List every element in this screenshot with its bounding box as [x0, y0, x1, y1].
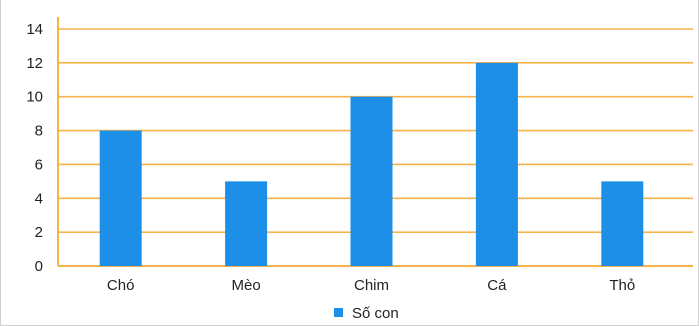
x-category-label: Chó — [107, 277, 135, 294]
y-tick-label: 14 — [26, 21, 43, 38]
bars — [99, 62, 644, 266]
y-tick-label: 4 — [35, 190, 43, 207]
y-tick-label: 10 — [26, 89, 43, 106]
legend: Số con — [334, 305, 399, 322]
y-tick-label: 0 — [35, 258, 43, 275]
y-tick-label: 6 — [35, 156, 43, 173]
y-tick-label: 2 — [35, 224, 43, 241]
y-tick-label: 8 — [35, 123, 43, 140]
legend-label: Số con — [352, 305, 399, 322]
x-axis-categories: Chó Mèo Chim Cá Thỏ — [107, 277, 635, 294]
bar — [225, 181, 268, 266]
bar — [475, 62, 518, 266]
bar — [350, 96, 393, 266]
bar — [601, 181, 644, 266]
legend-swatch — [334, 308, 343, 317]
x-category-label: Cá — [487, 277, 507, 294]
bar — [99, 130, 142, 266]
x-category-label: Mèo — [232, 277, 261, 294]
y-tick-label: 12 — [26, 55, 43, 72]
x-category-label: Thỏ — [609, 277, 635, 294]
y-axis-ticks: 0 2 4 6 8 10 12 14 — [26, 21, 43, 275]
x-category-label: Chim — [354, 277, 389, 294]
